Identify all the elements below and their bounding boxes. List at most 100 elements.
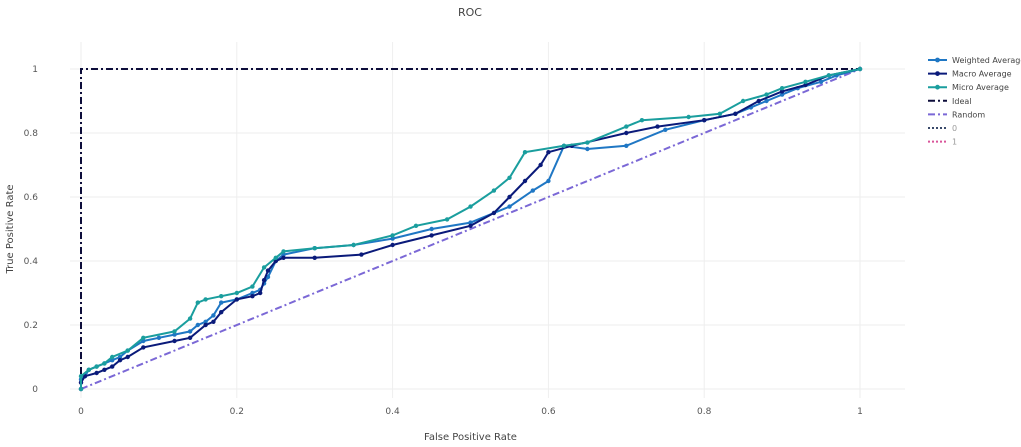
data-point xyxy=(507,175,512,180)
legend-item[interactable]: Micro Average xyxy=(928,83,1009,92)
data-point xyxy=(94,370,99,376)
grid xyxy=(70,42,905,398)
legend-label: 0 xyxy=(952,124,957,133)
data-point xyxy=(78,374,84,379)
legend-label: Weighted Average xyxy=(952,56,1021,65)
data-point xyxy=(624,143,629,148)
series-layer xyxy=(78,66,863,392)
x-tick-label: 0 xyxy=(78,407,84,417)
legend-item[interactable]: 1 xyxy=(928,138,957,147)
data-point xyxy=(250,290,255,296)
x-tick-label: 0.2 xyxy=(230,407,244,417)
series-random xyxy=(80,68,861,390)
data-point xyxy=(281,249,286,254)
legend-item[interactable]: Macro Average xyxy=(928,70,1012,79)
data-point xyxy=(312,246,317,251)
data-point xyxy=(187,335,193,340)
legend-item[interactable]: Ideal xyxy=(928,97,971,106)
data-point xyxy=(141,335,146,340)
legend-marker xyxy=(935,84,940,90)
data-point xyxy=(94,364,99,369)
data-point xyxy=(195,322,200,328)
data-point xyxy=(717,111,722,117)
data-point xyxy=(261,265,267,270)
data-point xyxy=(110,354,115,360)
data-point xyxy=(468,223,473,228)
data-point xyxy=(803,82,808,88)
x-tick-label: 1 xyxy=(857,407,863,417)
data-point xyxy=(125,354,130,360)
legend-item[interactable]: Random xyxy=(928,110,985,119)
data-point xyxy=(78,386,84,392)
legend-marker xyxy=(935,57,940,63)
data-point xyxy=(429,233,434,238)
data-point xyxy=(655,124,660,129)
x-tick-label: 0.6 xyxy=(541,407,556,417)
data-point xyxy=(702,118,707,123)
data-point xyxy=(187,316,193,321)
data-point xyxy=(764,98,769,104)
legend-label: Macro Average xyxy=(952,70,1012,79)
x-tick-label: 0.4 xyxy=(385,407,400,417)
y-tick-label: 0.8 xyxy=(24,129,39,139)
series-ideal xyxy=(80,68,860,389)
data-point xyxy=(203,322,208,328)
x-axis-ticks: 0 0.2 0.4 0.6 0.8 1 xyxy=(78,407,863,417)
data-point xyxy=(219,300,224,305)
data-point xyxy=(546,150,551,155)
data-point xyxy=(779,92,785,97)
data-point xyxy=(429,226,434,232)
legend-item[interactable]: 0 xyxy=(928,124,957,133)
data-point xyxy=(686,114,691,120)
data-point xyxy=(585,140,590,145)
data-point xyxy=(624,130,629,136)
data-point xyxy=(561,143,567,148)
data-point xyxy=(756,98,761,104)
data-point xyxy=(125,348,130,353)
y-axis-title: True Positive Rate xyxy=(5,184,16,274)
data-point xyxy=(507,204,512,209)
data-point xyxy=(265,268,271,273)
data-point xyxy=(413,223,419,228)
data-point xyxy=(779,89,785,94)
y-tick-label: 0.6 xyxy=(24,193,39,203)
legend-label: Micro Average xyxy=(952,83,1009,92)
data-point xyxy=(234,297,239,302)
data-point xyxy=(102,361,107,366)
data-point xyxy=(390,236,395,241)
data-point xyxy=(538,162,543,168)
data-point xyxy=(639,118,645,123)
data-point xyxy=(390,233,395,238)
data-point xyxy=(250,284,255,289)
legend: Weighted Average Macro Average Micro Avera… xyxy=(928,56,1021,147)
data-point xyxy=(172,338,177,344)
data-point xyxy=(624,124,629,129)
data-point xyxy=(491,210,497,216)
data-point xyxy=(733,111,738,117)
data-point xyxy=(187,329,193,334)
data-point xyxy=(351,242,356,248)
legend-label: Random xyxy=(952,110,985,119)
data-point xyxy=(219,310,224,315)
data-point xyxy=(444,217,450,222)
data-point xyxy=(740,98,746,104)
data-point xyxy=(803,79,808,85)
legend-item[interactable]: Weighted Average xyxy=(928,56,1021,65)
series-macro-average xyxy=(78,66,863,392)
data-point xyxy=(312,255,317,260)
y-tick-label: 1 xyxy=(32,65,38,75)
data-point xyxy=(195,300,200,305)
data-point xyxy=(172,332,177,337)
data-point xyxy=(203,297,208,302)
y-tick-label: 0.2 xyxy=(24,321,38,331)
series-micro-average xyxy=(78,66,863,392)
data-point xyxy=(491,188,497,193)
data-point xyxy=(102,367,107,372)
data-point xyxy=(546,178,551,184)
data-point xyxy=(211,319,216,324)
x-axis-title: False Positive Rate xyxy=(424,432,517,443)
data-point xyxy=(818,79,824,85)
data-point xyxy=(234,290,239,296)
data-point xyxy=(141,345,146,350)
